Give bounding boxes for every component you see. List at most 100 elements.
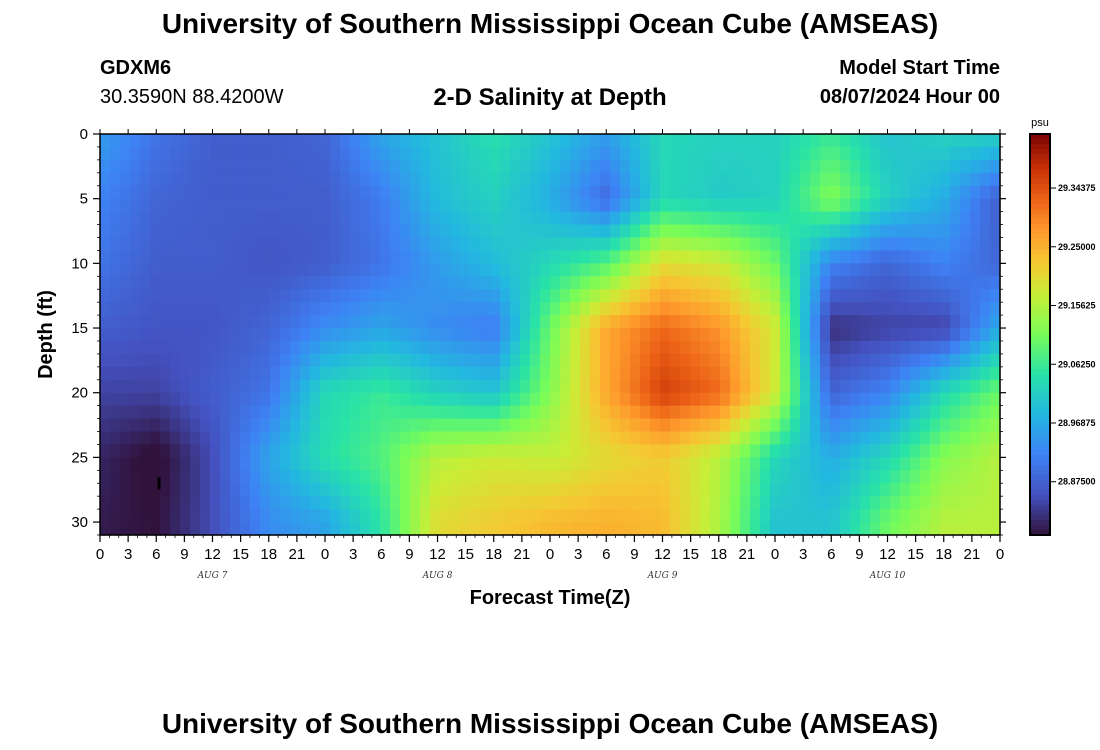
heatmap-cell bbox=[480, 496, 491, 510]
heatmap-cell bbox=[870, 315, 881, 329]
heatmap-cell bbox=[350, 237, 361, 252]
heatmap-cell bbox=[890, 250, 901, 264]
heatmap-cell bbox=[640, 134, 651, 148]
heatmap-cell bbox=[370, 470, 381, 484]
heatmap-cell bbox=[230, 483, 241, 497]
heatmap-cell bbox=[240, 392, 251, 407]
heatmap-cell bbox=[510, 302, 521, 316]
heatmap-cell bbox=[690, 198, 701, 213]
heatmap-cell bbox=[240, 315, 251, 329]
heatmap-cell bbox=[270, 237, 281, 252]
heatmap-cell bbox=[290, 172, 301, 187]
heatmap-cell bbox=[360, 276, 371, 290]
heatmap-cell bbox=[640, 379, 651, 394]
heatmap-cell bbox=[980, 366, 991, 381]
heatmap-cell bbox=[480, 340, 491, 355]
heatmap-cell bbox=[280, 263, 291, 277]
heatmap-cell bbox=[220, 315, 231, 329]
heatmap-cell bbox=[810, 263, 821, 277]
heatmap-cell bbox=[750, 379, 761, 394]
heatmap-cell bbox=[460, 198, 471, 213]
heatmap-cell bbox=[730, 405, 741, 420]
heatmap-cell bbox=[570, 366, 581, 381]
heatmap-cell bbox=[690, 146, 701, 161]
heatmap-cell bbox=[600, 353, 611, 368]
heatmap-cell bbox=[960, 470, 971, 484]
heatmap-cell bbox=[970, 392, 981, 407]
heatmap-cell bbox=[480, 237, 491, 252]
heatmap-cell bbox=[910, 340, 921, 355]
heatmap-cell bbox=[930, 211, 941, 226]
heatmap-cell bbox=[860, 315, 871, 329]
heatmap-cell bbox=[550, 302, 561, 316]
heatmap-cell bbox=[720, 185, 731, 200]
heatmap-cell bbox=[850, 315, 861, 329]
colorbar-segment bbox=[1030, 274, 1050, 280]
heatmap-cell bbox=[950, 315, 961, 329]
heatmap-cell bbox=[880, 457, 891, 471]
heatmap-cell bbox=[700, 457, 711, 471]
heatmap-cell bbox=[330, 134, 341, 148]
heatmap-cell bbox=[960, 444, 971, 458]
heatmap-cell bbox=[730, 315, 741, 329]
heatmap-cell bbox=[790, 237, 801, 252]
heatmap-cell bbox=[720, 250, 731, 264]
heatmap-cell bbox=[960, 172, 971, 187]
heatmap-cell bbox=[500, 340, 511, 355]
heatmap-cell bbox=[150, 392, 161, 407]
heatmap-cell bbox=[600, 185, 611, 200]
heatmap-cell bbox=[690, 224, 701, 239]
heatmap-cell bbox=[270, 302, 281, 316]
heatmap-cell bbox=[270, 457, 281, 471]
heatmap-cell bbox=[250, 405, 261, 420]
heatmap-cell bbox=[860, 159, 871, 174]
heatmap-cell bbox=[780, 483, 791, 497]
heatmap-cell bbox=[700, 263, 711, 277]
heatmap-cell bbox=[730, 159, 741, 174]
heatmap-cell bbox=[470, 457, 481, 471]
x-tick-label: 15 bbox=[457, 546, 474, 563]
heatmap-cell bbox=[520, 405, 531, 420]
heatmap-cell bbox=[840, 496, 851, 510]
heatmap-cell bbox=[480, 263, 491, 277]
heatmap-cell bbox=[980, 276, 991, 290]
heatmap-cell bbox=[920, 483, 931, 497]
heatmap-cell bbox=[170, 340, 181, 355]
heatmap-cell bbox=[950, 457, 961, 471]
heatmap-cell bbox=[190, 315, 201, 329]
heatmap-cell bbox=[360, 522, 371, 536]
heatmap-cell bbox=[890, 340, 901, 355]
heatmap-cell bbox=[730, 509, 741, 523]
heatmap-cell bbox=[560, 289, 571, 303]
heatmap-cell bbox=[240, 431, 251, 446]
heatmap-cell bbox=[840, 483, 851, 497]
heatmap-cell bbox=[220, 185, 231, 200]
heatmap-cell bbox=[880, 159, 891, 174]
heatmap-cell bbox=[850, 509, 861, 523]
heatmap-cell bbox=[220, 237, 231, 252]
heatmap-cell bbox=[680, 418, 691, 433]
heatmap-cell bbox=[720, 340, 731, 355]
heatmap-cell bbox=[750, 302, 761, 316]
heatmap-cell bbox=[800, 315, 811, 329]
heatmap-cell bbox=[530, 340, 541, 355]
heatmap-cell bbox=[710, 172, 721, 187]
heatmap-cell bbox=[310, 392, 321, 407]
heatmap-cell bbox=[920, 185, 931, 200]
heatmap-cell bbox=[490, 315, 501, 329]
heatmap-cell bbox=[170, 328, 181, 342]
heatmap-cell bbox=[510, 172, 521, 187]
heatmap-cell bbox=[200, 444, 211, 458]
heatmap-cell bbox=[320, 340, 331, 355]
heatmap-cell bbox=[420, 134, 431, 148]
heatmap-cell bbox=[230, 470, 241, 484]
heatmap-cell bbox=[320, 444, 331, 458]
heatmap-cell bbox=[100, 366, 111, 381]
heatmap-cell bbox=[900, 496, 911, 510]
heatmap-cell bbox=[440, 159, 451, 174]
heatmap-cell bbox=[330, 263, 341, 277]
heatmap-cell bbox=[960, 276, 971, 290]
heatmap-cell bbox=[300, 444, 311, 458]
heatmap-cell bbox=[340, 392, 351, 407]
heatmap-cell bbox=[770, 159, 781, 174]
